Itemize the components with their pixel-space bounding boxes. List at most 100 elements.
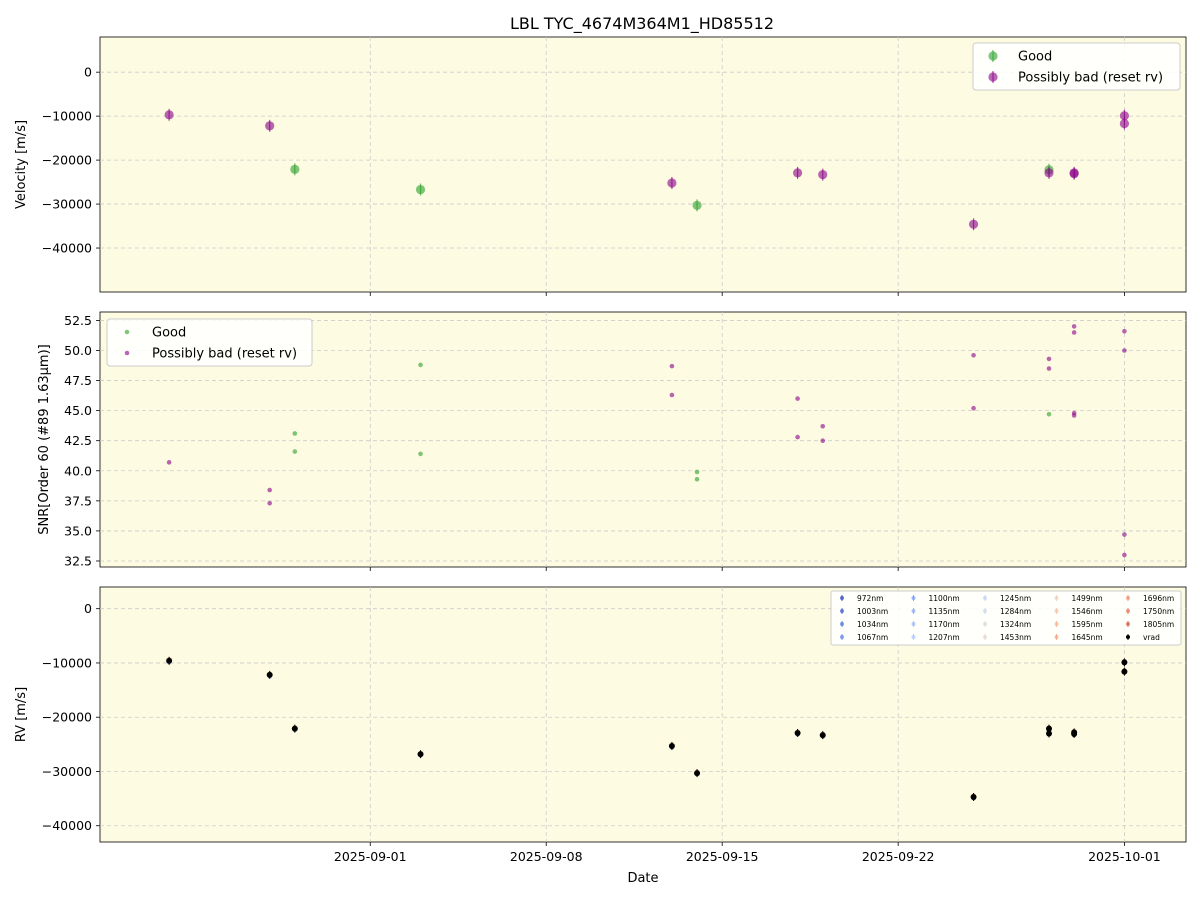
- vrad-point: [694, 770, 701, 777]
- data-point-good: [692, 200, 702, 210]
- legend-marker-1003nm: [840, 609, 844, 613]
- legend-label-1453nm: 1453nm: [1000, 633, 1031, 642]
- legend-label-1805nm: 1805nm: [1143, 620, 1174, 629]
- data-point-possibly-bad-reset-rv: [669, 392, 675, 398]
- y-tick-label: 0: [84, 601, 92, 616]
- legend-label-1284nm: 1284nm: [1000, 607, 1031, 616]
- legend-marker-vrad: [1126, 635, 1130, 639]
- legend-marker-1324nm: [983, 622, 987, 626]
- legend-box: [106, 318, 313, 367]
- data-point-good: [292, 431, 298, 436]
- data-point-possibly-bad-reset-rv: [166, 460, 172, 465]
- legend-label-good: Good: [1018, 50, 1052, 65]
- legend-marker-1170nm: [911, 622, 916, 626]
- legend-marker-972nm: [840, 596, 844, 600]
- data-point-possibly-bad-reset-rv: [795, 396, 800, 401]
- vrad-point: [1045, 730, 1052, 737]
- legend-marker-1100nm: [911, 596, 916, 600]
- x-tick-label: 2025-09-01: [334, 849, 407, 864]
- data-point-possibly-bad-reset-rv: [820, 438, 826, 444]
- y-tick-label: −30000: [42, 197, 92, 212]
- legend-label-good: Good: [152, 326, 186, 341]
- y-tick-label: 45.0: [64, 403, 92, 418]
- y-tick-label: 37.5: [64, 493, 92, 508]
- legend-marker-1245nm: [983, 596, 987, 600]
- vrad-point: [1071, 731, 1078, 738]
- legend-label-1546nm: 1546nm: [1072, 607, 1103, 616]
- data-point-possibly-bad-reset-rv: [971, 353, 976, 358]
- data-point-good: [418, 362, 423, 368]
- data-point-possibly-bad-reset-rv: [820, 423, 826, 429]
- legend-label-1170nm: 1170nm: [929, 620, 960, 629]
- legend-marker-good: [988, 51, 998, 61]
- vrad-point: [266, 671, 273, 678]
- y-tick-label: −10000: [42, 655, 92, 670]
- legend-label-possibly-bad-reset-rv: Possibly bad (reset rv): [1018, 71, 1163, 86]
- data-point-possibly-bad-reset-rv: [1044, 168, 1054, 178]
- x-tick-label: 2025-09-08: [510, 849, 583, 864]
- vrad-point: [819, 732, 826, 739]
- data-point-possibly-bad-reset-rv: [667, 178, 677, 188]
- y-tick-label: 47.5: [64, 373, 92, 388]
- legend-label-1645nm: 1645nm: [1072, 633, 1103, 642]
- data-point-good: [292, 449, 298, 454]
- data-point-possibly-bad-reset-rv: [1071, 330, 1077, 335]
- y-tick-label: 0: [84, 65, 92, 80]
- data-point-good: [290, 164, 300, 174]
- data-point-possibly-bad-reset-rv: [1069, 169, 1079, 179]
- y-tick-label: 42.5: [64, 433, 92, 448]
- y-tick-label: −30000: [42, 764, 92, 779]
- legend-label-1100nm: 1100nm: [929, 594, 960, 603]
- vrad-point: [970, 793, 977, 800]
- data-point-good: [418, 451, 423, 457]
- legend-label-1207nm: 1207nm: [929, 633, 960, 642]
- legend-marker-possibly-bad-reset-rv: [124, 350, 130, 356]
- data-point-possibly-bad-reset-rv: [1122, 328, 1127, 334]
- data-point-possibly-bad-reset-rv: [1046, 356, 1052, 362]
- legend-label-1245nm: 1245nm: [1000, 594, 1031, 603]
- x-tick-label: 2025-10-01: [1088, 849, 1161, 864]
- legend-label-vrad: vrad: [1143, 633, 1160, 642]
- velocity-y-axis-label: Velocity [m/s]: [14, 120, 29, 209]
- legend-marker-1750nm: [1126, 609, 1130, 613]
- legend-marker-1453nm: [983, 635, 987, 639]
- data-point-possibly-bad-reset-rv: [1122, 532, 1127, 537]
- vrad-point: [291, 725, 298, 732]
- data-point-possibly-bad-reset-rv: [818, 170, 828, 180]
- y-tick-label: 32.5: [64, 553, 92, 568]
- legend-box: [972, 42, 1181, 91]
- vrad-point: [1121, 659, 1128, 666]
- data-point-possibly-bad-reset-rv: [968, 219, 979, 229]
- legend-label-972nm: 972nm: [857, 594, 883, 603]
- legend-marker-possibly-bad-reset-rv: [988, 72, 998, 82]
- chart-title: LBL TYC_4674M364M1_HD85512: [510, 14, 774, 34]
- legend-marker-1595nm: [1054, 622, 1059, 626]
- vrad-point: [794, 729, 801, 736]
- legend-marker-1067nm: [840, 635, 844, 639]
- vrad-point: [166, 657, 173, 664]
- data-point-possibly-bad-reset-rv: [265, 121, 275, 131]
- y-tick-label: 40.0: [64, 463, 92, 478]
- data-point-possibly-bad-reset-rv: [1122, 348, 1127, 353]
- legend-marker-1645nm: [1054, 635, 1059, 639]
- data-point-possibly-bad-reset-rv: [1119, 119, 1130, 129]
- legend-label-1135nm: 1135nm: [929, 607, 960, 616]
- legend-marker-1207nm: [911, 635, 916, 639]
- data-point-possibly-bad-reset-rv: [793, 168, 803, 178]
- vrad-point: [1045, 725, 1052, 732]
- legend-label-1696nm: 1696nm: [1143, 594, 1174, 603]
- legend-marker-1284nm: [983, 609, 987, 613]
- data-point-good: [694, 476, 700, 482]
- data-point-possibly-bad-reset-rv: [1122, 552, 1127, 558]
- legend-marker-1499nm: [1054, 596, 1059, 600]
- y-tick-label: 35.0: [64, 523, 92, 538]
- y-tick-label: −40000: [42, 818, 92, 833]
- legend-marker-1034nm: [840, 622, 844, 626]
- data-point-possibly-bad-reset-rv: [1119, 111, 1130, 121]
- vrad-point: [668, 742, 675, 749]
- vrad-point: [1121, 668, 1128, 675]
- data-point-good: [1046, 411, 1052, 417]
- rv-legend: 972nm 1003nm 1034nm 1067nm 1100nm 1135nm 1170n…: [830, 590, 1182, 646]
- data-point-good: [415, 184, 426, 195]
- legend-marker-good: [124, 329, 130, 335]
